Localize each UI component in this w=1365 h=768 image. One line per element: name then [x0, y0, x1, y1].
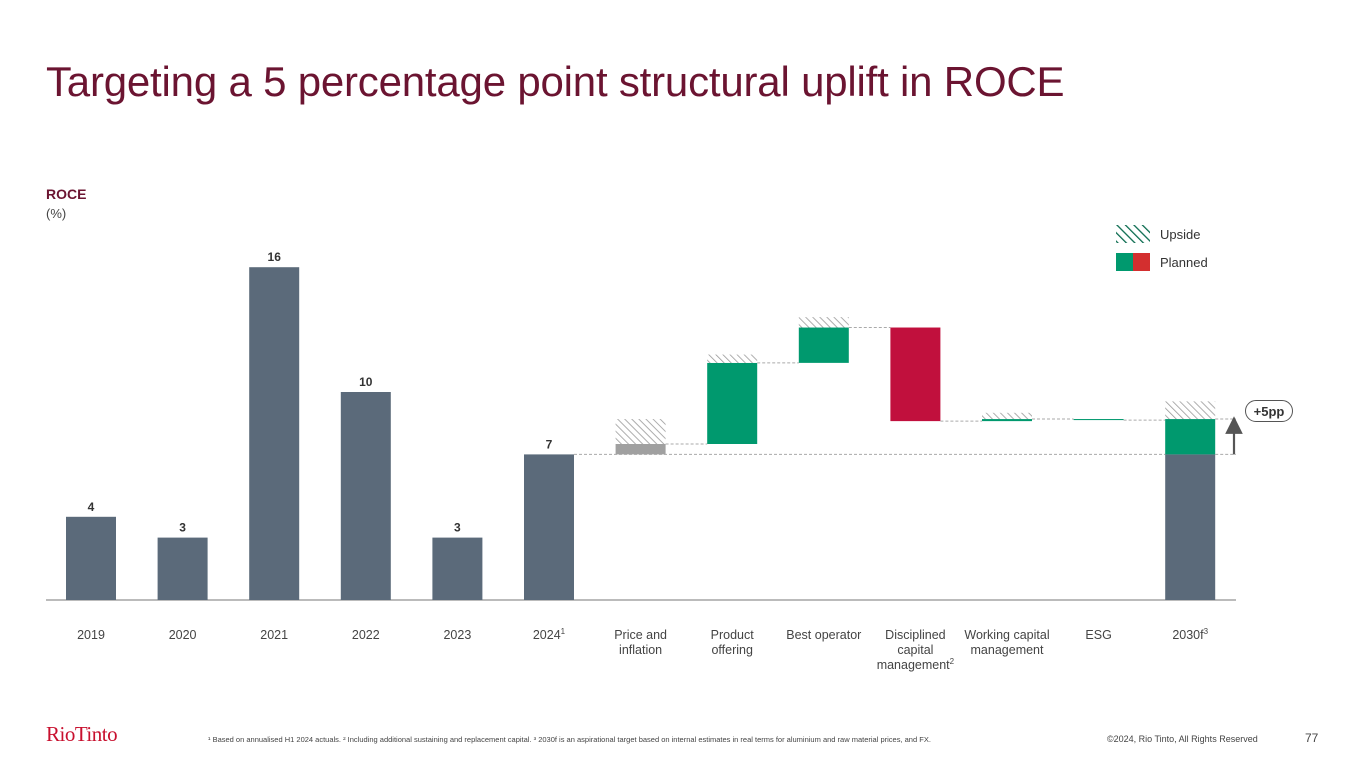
bar-2021: [249, 267, 300, 600]
legend-planned: Planned: [1116, 253, 1208, 271]
x-label-2020: 2020: [169, 628, 197, 642]
upside-bar-product-offering: [707, 354, 758, 363]
x-label-best-operator: Best operator: [786, 628, 861, 642]
bridge-bar-working-capital-management: [982, 419, 1032, 422]
bar-2030f-planned: [1165, 419, 1216, 455]
x-label-2030f: 2030f3: [1172, 627, 1208, 642]
bar-2024: [524, 454, 574, 600]
legend-upside: Upside: [1116, 225, 1200, 243]
footnote: ¹ Based on annualised H1 2024 actuals. ²…: [208, 735, 931, 744]
x-label-esg: ESG: [1085, 628, 1111, 642]
x-label-2023: 2023: [443, 628, 471, 642]
uplift-badge: +5pp: [1245, 400, 1293, 422]
value-label-2023: 3: [454, 521, 461, 535]
page-number: 77: [1305, 731, 1319, 745]
bar-2020: [157, 537, 208, 600]
bridge-bar-product-offering: [707, 362, 758, 444]
upside-bar-price-and-inflation: [615, 419, 666, 444]
value-label-2020: 3: [179, 521, 186, 535]
bridge-bar-esg: [1073, 419, 1124, 421]
legend-planned-label: Planned: [1160, 254, 1208, 270]
x-label-product-offering: Product offering: [711, 628, 755, 657]
x-label-2022: 2022: [352, 628, 380, 642]
rio-tinto-logo: RioTinto: [46, 722, 118, 746]
page-title: Targeting a 5 percentage point structura…: [46, 58, 1065, 105]
value-label-2019: 4: [88, 500, 95, 514]
legend-upside-label: Upside: [1160, 226, 1201, 242]
x-label-working-capital-management: Working capital management: [964, 628, 1049, 657]
upside-bar-best-operator: [798, 317, 849, 328]
x-label-2024: 20241: [533, 627, 566, 642]
planned-swatch-icon: [1116, 253, 1150, 271]
value-label-2022: 10: [359, 375, 373, 389]
bar-2023: [432, 537, 483, 600]
bar-2019: [66, 516, 116, 600]
bar-2030f-base: [1165, 454, 1216, 600]
x-label-disciplined-capital-management: Disciplined capital management2: [877, 628, 955, 672]
bridge-bar-disciplined-capital-management: [890, 327, 941, 422]
x-label-price-and-inflation: Price and inflation: [614, 628, 667, 657]
upside-bar-working-capital-management: [982, 412, 1032, 420]
value-label-2024: 7: [546, 437, 553, 451]
copyright: ©2024, Rio Tinto, All Rights Reserved: [1107, 734, 1258, 744]
unit-label: (%): [46, 206, 67, 221]
bar-2022: [340, 392, 391, 600]
x-label-2019: 2019: [77, 628, 105, 642]
value-label-2021: 16: [268, 250, 282, 264]
x-label-2021: 2021: [260, 628, 288, 642]
bridge-bar-price-and-inflation: [615, 444, 666, 455]
metric-label: ROCE: [46, 186, 87, 202]
roce-waterfall-chart: 4 2019 3 2020 16 2021 10 2022 3 2023 7 20241 Price a…: [46, 250, 1243, 672]
bridge-bar-best-operator: [798, 327, 849, 363]
bar-2030f-upside: [1165, 401, 1216, 420]
upside-swatch-icon: [1116, 225, 1150, 243]
